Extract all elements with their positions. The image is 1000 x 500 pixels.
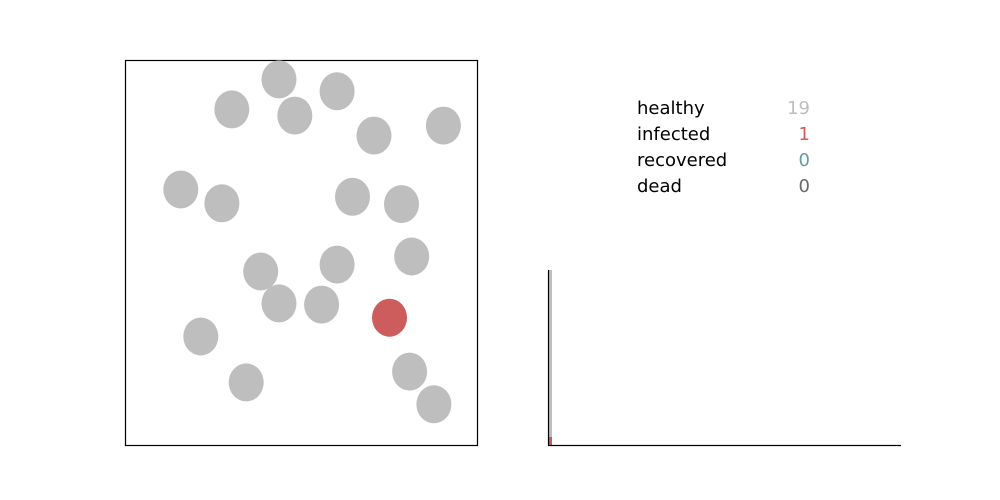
particle-healthy-18 — [392, 352, 428, 391]
particle-healthy-12 — [243, 252, 279, 291]
particle-healthy-16 — [183, 317, 219, 356]
particle-healthy-9 — [384, 185, 419, 224]
particles-layer — [163, 60, 461, 424]
legend-count-recovered: 0 — [799, 150, 810, 171]
scatter-axes-frame — [124, 59, 479, 447]
area-series-infected — [548, 436, 553, 446]
particle-healthy-14 — [304, 285, 340, 324]
particle-healthy-7 — [204, 184, 240, 223]
particle-infected-15 — [372, 298, 407, 337]
particle-healthy-5 — [425, 106, 461, 145]
particle-healthy-8 — [335, 177, 370, 216]
stacked-area-layer — [548, 270, 553, 446]
legend-label-dead: dead — [637, 176, 682, 197]
particle-healthy-6 — [163, 170, 199, 209]
particle-healthy-13 — [261, 284, 297, 323]
particle-healthy-0 — [261, 60, 297, 99]
particle-healthy-19 — [416, 385, 452, 424]
particle-healthy-4 — [356, 116, 392, 155]
particle-healthy-11 — [319, 245, 355, 284]
particle-healthy-17 — [228, 363, 264, 402]
particle-healthy-1 — [214, 90, 250, 129]
legend: healthy 19 infected 1 recovered 0 dead 0 — [637, 98, 810, 197]
particle-healthy-2 — [277, 96, 313, 135]
timeseries-panel — [547, 270, 901, 447]
legend-count-healthy: 19 — [787, 98, 810, 119]
legend-count-infected: 1 — [799, 124, 810, 145]
legend-label-recovered: recovered — [637, 150, 727, 171]
area-series-healthy — [548, 270, 553, 437]
particle-healthy-10 — [394, 237, 430, 276]
legend-label-infected: infected — [637, 124, 710, 145]
legend-label-healthy: healthy — [637, 98, 705, 119]
particle-scatter-panel — [124, 59, 479, 447]
particle-healthy-3 — [319, 72, 355, 111]
legend-count-dead: 0 — [799, 176, 810, 197]
